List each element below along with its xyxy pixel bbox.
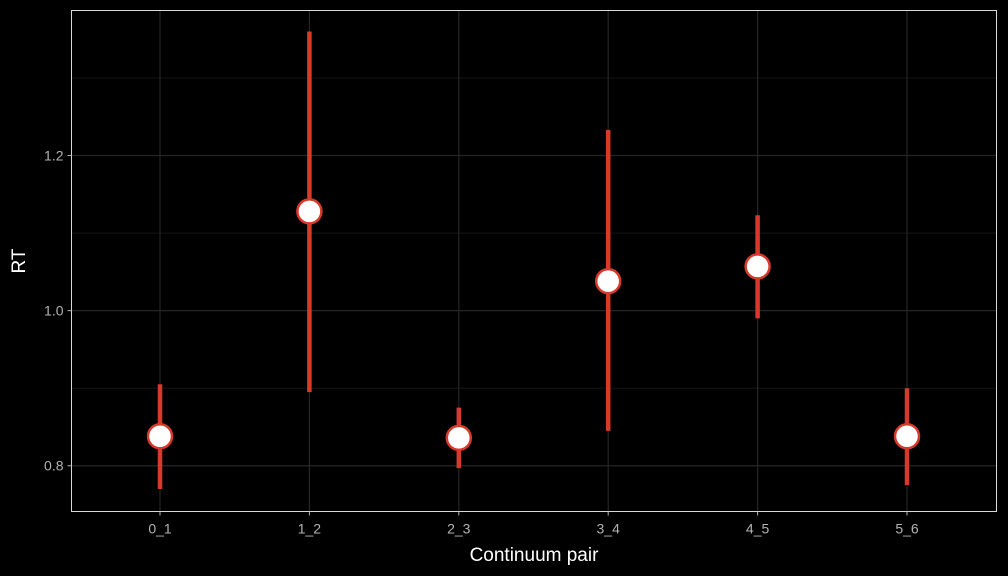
y-tick-label: 1.2 — [44, 148, 64, 164]
panel-border — [71, 10, 997, 512]
axes: 0.8 1.0 1.2 0_1 1_2 2_3 3_4 4_5 5_6 — [44, 148, 919, 537]
grid — [71, 10, 997, 512]
x-axis-title: Continuum pair — [470, 545, 600, 566]
data-point — [445, 424, 473, 452]
x-tick-label: 2_3 — [447, 521, 471, 537]
data-point — [296, 198, 323, 225]
y-axis-title: RT — [9, 248, 30, 273]
data-point — [893, 423, 921, 450]
x-tick-label: 4_5 — [746, 521, 770, 537]
y-tick-label: 0.8 — [44, 458, 64, 474]
data-layer — [146, 31, 921, 490]
data-point — [146, 423, 174, 450]
data-point — [744, 253, 771, 280]
x-tick-label: 0_1 — [148, 521, 172, 537]
x-tick-label: 1_2 — [298, 521, 322, 537]
x-tick-label: 5_6 — [895, 521, 919, 537]
y-tick-label: 1.0 — [44, 303, 64, 319]
data-point — [594, 267, 622, 295]
x-tick-label: 3_4 — [597, 521, 621, 537]
